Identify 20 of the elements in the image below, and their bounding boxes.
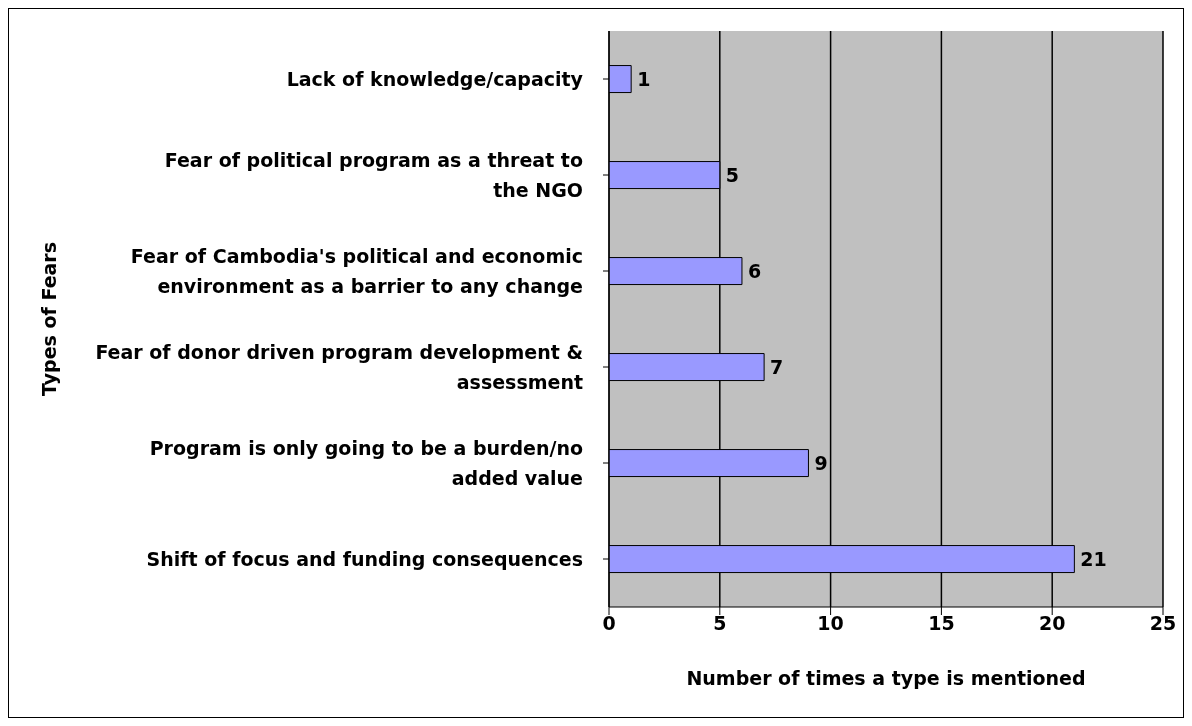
y-tick-label: Fear of donor driven program development & assessment (95, 341, 583, 393)
data-label: 1 (637, 67, 651, 90)
x-tick-label: 15 (928, 612, 955, 635)
x-tick-label: 0 (602, 612, 616, 635)
x-tick-label: 5 (713, 612, 727, 635)
y-tick-label: Lack of knowledge/capacity (286, 68, 584, 90)
data-label: 7 (770, 355, 784, 378)
y-tick-label: Fear of political program as a threat to the NGO (164, 149, 583, 201)
x-tick-label: 10 (817, 612, 844, 635)
data-label: 5 (725, 163, 740, 186)
y-tick-label: Program is only going to be a burden/no added value (149, 437, 583, 489)
data-label: 21 (1080, 547, 1107, 570)
x-tick-label: 20 (1038, 612, 1066, 635)
y-tick-label: Shift of focus and funding consequences (146, 548, 583, 570)
x-tick-label: 25 (1149, 612, 1177, 635)
data-label: 6 (747, 259, 762, 282)
y-axis-title: Types of Fears (37, 241, 60, 397)
x-axis-title: Number of times a type is mentioned (686, 667, 1086, 689)
data-label: 9 (814, 451, 828, 474)
y-tick-label: Fear of Cambodia's political and economic environment as a barrier to any change (130, 245, 583, 297)
